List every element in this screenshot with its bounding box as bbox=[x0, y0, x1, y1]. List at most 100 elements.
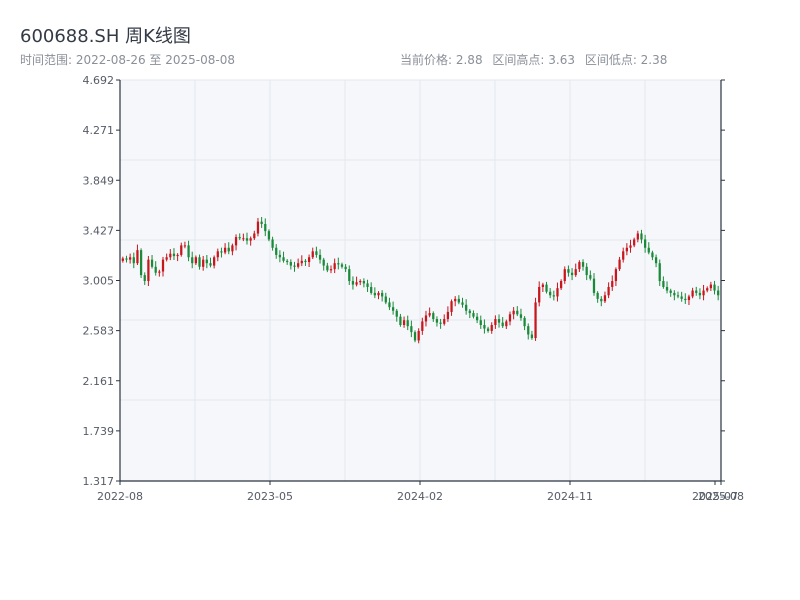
range-high: 区间高点: 3.63 bbox=[492, 53, 575, 67]
candle-body bbox=[205, 259, 208, 264]
candle-body bbox=[486, 328, 490, 331]
candle-body bbox=[698, 292, 702, 296]
candle-body bbox=[337, 263, 340, 265]
candle-body bbox=[245, 238, 249, 241]
y-tick-label: 4.271 bbox=[83, 124, 115, 137]
candle-body bbox=[402, 320, 406, 325]
candle-body bbox=[176, 254, 179, 257]
candle-body bbox=[384, 296, 387, 303]
candle-body bbox=[472, 313, 475, 317]
y-tick-label: 1.317 bbox=[83, 475, 115, 488]
candle-body bbox=[654, 257, 658, 264]
candle-body bbox=[128, 257, 132, 260]
x-tick-label: 2025-07 bbox=[692, 490, 738, 503]
candle-body bbox=[706, 288, 709, 291]
candle-body bbox=[684, 298, 687, 301]
candle-body bbox=[271, 239, 274, 248]
candle-body bbox=[614, 269, 618, 282]
candle-body bbox=[519, 314, 523, 318]
candle-body bbox=[676, 295, 680, 297]
candle-body bbox=[457, 298, 460, 303]
candle-body bbox=[435, 319, 439, 323]
candle-body bbox=[541, 284, 544, 287]
candle-body bbox=[643, 239, 647, 248]
candle-body bbox=[373, 292, 376, 296]
candle-body bbox=[545, 284, 548, 292]
candle-body bbox=[180, 245, 183, 255]
candle-body bbox=[530, 334, 534, 339]
x-tick-label: 2025-08 bbox=[698, 490, 744, 503]
candle-body bbox=[497, 319, 501, 323]
candle-body bbox=[665, 286, 669, 291]
y-tick-label: 3.005 bbox=[83, 275, 115, 288]
x-tick-label: 2024-11 bbox=[547, 490, 593, 503]
candle-body bbox=[340, 264, 344, 267]
candle-body bbox=[592, 278, 596, 293]
candle-body bbox=[286, 260, 289, 263]
candle-body bbox=[370, 286, 373, 293]
x-tick-label: 2023-05 bbox=[247, 490, 293, 503]
candle-body bbox=[231, 245, 234, 252]
candle-body bbox=[673, 292, 676, 296]
candle-body bbox=[552, 295, 555, 297]
candle-body bbox=[468, 310, 471, 314]
candle-body bbox=[479, 320, 482, 325]
candle-body bbox=[428, 313, 431, 316]
candle-body bbox=[395, 310, 398, 317]
candle-body bbox=[136, 250, 139, 264]
candle-body bbox=[381, 292, 384, 297]
candle-body bbox=[570, 272, 574, 276]
candle-body bbox=[326, 265, 329, 271]
candle-body bbox=[223, 247, 227, 253]
candle-body bbox=[640, 233, 643, 240]
candle-body bbox=[691, 290, 694, 297]
candle-body bbox=[574, 269, 577, 276]
candle-body bbox=[278, 254, 282, 258]
candle-body bbox=[161, 259, 165, 272]
candle-body bbox=[483, 324, 486, 329]
y-tick-label: 2.161 bbox=[83, 375, 115, 388]
candle-body bbox=[523, 317, 526, 327]
candle-body bbox=[366, 283, 369, 287]
candle-body bbox=[622, 251, 625, 260]
candle-body bbox=[242, 238, 245, 240]
candle-body bbox=[508, 314, 512, 322]
candle-body bbox=[348, 269, 351, 282]
candle-body bbox=[275, 247, 278, 255]
candle-body bbox=[187, 245, 190, 258]
candle-body bbox=[410, 326, 413, 333]
candle-body bbox=[216, 251, 219, 258]
candle-body bbox=[549, 291, 552, 296]
candle-body bbox=[600, 298, 603, 302]
candle-body bbox=[293, 265, 296, 267]
candle-body bbox=[267, 231, 271, 240]
candle-body bbox=[607, 286, 610, 296]
candle-body bbox=[256, 221, 260, 234]
candle-body bbox=[465, 304, 468, 311]
candle-body bbox=[227, 247, 230, 252]
candle-body bbox=[581, 262, 585, 267]
candle-body bbox=[717, 290, 720, 296]
candle-body bbox=[475, 316, 479, 321]
y-tick-label: 3.427 bbox=[83, 224, 115, 237]
candle-body bbox=[687, 296, 691, 301]
candle-body bbox=[490, 324, 493, 331]
candle-body bbox=[611, 281, 614, 287]
candle-body bbox=[512, 310, 515, 315]
candle-body bbox=[311, 251, 314, 258]
candle-body bbox=[391, 307, 395, 311]
candle-body bbox=[446, 311, 450, 320]
candle-body bbox=[417, 330, 420, 341]
candle-body bbox=[377, 292, 380, 296]
candle-body bbox=[534, 302, 537, 339]
x-tick-label: 2022-08 bbox=[97, 490, 143, 503]
candle-body bbox=[505, 321, 508, 327]
candle-body bbox=[202, 259, 205, 267]
candle-body bbox=[143, 275, 146, 282]
y-tick-label: 4.692 bbox=[83, 74, 115, 87]
y-tick-label: 3.849 bbox=[83, 174, 115, 187]
candle-body bbox=[289, 262, 292, 266]
candle-body bbox=[658, 263, 661, 282]
candle-body bbox=[516, 310, 519, 315]
candle-body bbox=[297, 263, 300, 267]
